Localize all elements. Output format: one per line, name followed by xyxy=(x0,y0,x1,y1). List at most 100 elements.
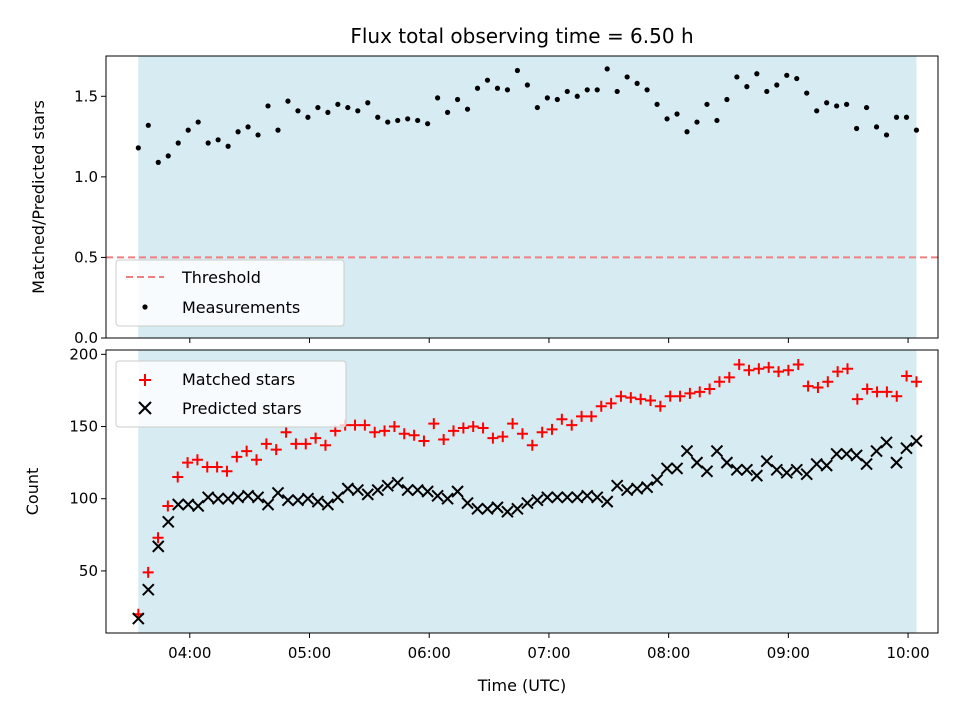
matched-star-point xyxy=(832,366,844,378)
matched-star-point xyxy=(743,364,755,376)
matched-star-point xyxy=(625,392,637,404)
measurement-point xyxy=(754,71,760,77)
matched-star-point xyxy=(842,363,854,375)
predicted-star-point xyxy=(541,491,554,504)
matched-star-point xyxy=(319,439,331,451)
y-tick-label: 200 xyxy=(69,345,98,363)
matched-star-point xyxy=(812,382,824,394)
measurement-point xyxy=(375,114,381,120)
measurement-point xyxy=(903,114,910,120)
predicted-star-point xyxy=(461,496,474,510)
predicted-star-point xyxy=(710,444,724,458)
matched-star-point xyxy=(664,390,676,402)
predicted-star-point xyxy=(830,447,843,461)
bottom-axes-frame xyxy=(105,349,939,634)
predicted-star-point xyxy=(610,479,624,492)
matched-star-point xyxy=(733,358,745,370)
measurement-point xyxy=(634,80,640,86)
predicted-star-point xyxy=(640,480,654,494)
measurement-point xyxy=(325,109,331,115)
matched-star-point xyxy=(871,386,883,398)
predicted-star-point xyxy=(341,482,355,495)
y-tick-label: 50 xyxy=(79,562,98,580)
predicted-star-point xyxy=(650,473,664,487)
matched-star-point xyxy=(497,431,509,443)
measurement-point xyxy=(654,101,660,107)
matched-star-point xyxy=(438,434,450,446)
measurement-point xyxy=(604,66,610,72)
measurement-point xyxy=(534,104,540,111)
matched-star-point xyxy=(605,397,617,409)
predicted-star-point xyxy=(291,493,305,507)
measurement-point xyxy=(405,116,411,122)
matched-star-point xyxy=(566,419,578,431)
predicted-star-point xyxy=(820,459,833,472)
matched-star-point xyxy=(674,390,686,402)
predicted-star-point xyxy=(211,492,225,505)
predicted-star-point xyxy=(172,498,185,511)
matched-star-point xyxy=(704,383,716,395)
measurement-point xyxy=(704,101,710,107)
matched-star-point xyxy=(398,428,410,440)
matched-star-point xyxy=(211,461,223,473)
measurement-point xyxy=(285,98,291,104)
measurement-point xyxy=(315,104,321,111)
measurement-point xyxy=(614,88,620,95)
matched-star-point xyxy=(645,395,657,407)
matched-star-point xyxy=(516,428,528,440)
measurement-point xyxy=(135,145,141,151)
measurement-point xyxy=(764,88,770,95)
measurement-point xyxy=(425,121,431,127)
matched-star-point xyxy=(467,421,479,433)
measurement-point xyxy=(215,137,221,143)
predicted-star-point xyxy=(760,454,774,468)
matched-star-point xyxy=(792,358,804,370)
x-tick-label: 04:00 xyxy=(168,644,211,662)
measurement-point xyxy=(444,109,451,115)
measurement-point xyxy=(225,143,231,149)
matched-star-point xyxy=(773,366,785,378)
legend-measurements-swatch xyxy=(142,304,148,310)
predicted-star-point xyxy=(870,444,883,458)
predicted-star-point xyxy=(780,466,793,479)
measurement-point xyxy=(684,129,690,135)
top-x-ticks xyxy=(189,338,909,343)
predicted-star-point xyxy=(491,501,504,514)
legend-matched-swatch xyxy=(139,374,151,386)
predicted-star-point xyxy=(281,493,295,507)
measurement-point xyxy=(504,87,511,93)
measurement-point xyxy=(335,101,341,107)
measurement-point xyxy=(305,114,311,120)
predicted-star-point xyxy=(700,465,714,478)
predicted-star-point xyxy=(790,463,803,477)
predicted-star-point xyxy=(261,498,275,511)
predicted-star-point xyxy=(880,436,893,449)
matched-star-point xyxy=(221,465,233,477)
x-axis-label: Time (UTC) xyxy=(477,676,566,695)
legend-matched-label: Matched stars xyxy=(182,370,295,389)
measurement-point xyxy=(245,124,251,130)
predicted-star-point xyxy=(381,479,394,492)
matched-star-point xyxy=(379,425,391,437)
predicted-star-point xyxy=(142,583,155,596)
x-tick-label: 06:00 xyxy=(408,644,451,662)
legend-threshold-label: Threshold xyxy=(181,268,261,287)
predicted-star-point xyxy=(201,491,215,504)
predicted-star-point xyxy=(531,493,544,507)
matched-star-point xyxy=(300,438,312,450)
matched-star-point xyxy=(802,380,814,392)
top-legend: Threshold Measurements xyxy=(115,259,345,327)
matched-star-point xyxy=(349,419,361,431)
legend-measurements-label: Measurements xyxy=(182,298,300,317)
measurement-point xyxy=(155,159,161,165)
x-tick-label: 07:00 xyxy=(527,644,570,662)
matched-star-point xyxy=(694,386,706,398)
measurement-point xyxy=(235,129,241,135)
measurement-point xyxy=(913,127,920,133)
measurement-point xyxy=(395,117,401,124)
matched-star-point xyxy=(231,451,243,463)
measurement-point xyxy=(524,82,530,88)
matched-star-point xyxy=(457,422,469,434)
matched-star-point xyxy=(526,439,538,451)
matched-star-point xyxy=(536,426,548,438)
